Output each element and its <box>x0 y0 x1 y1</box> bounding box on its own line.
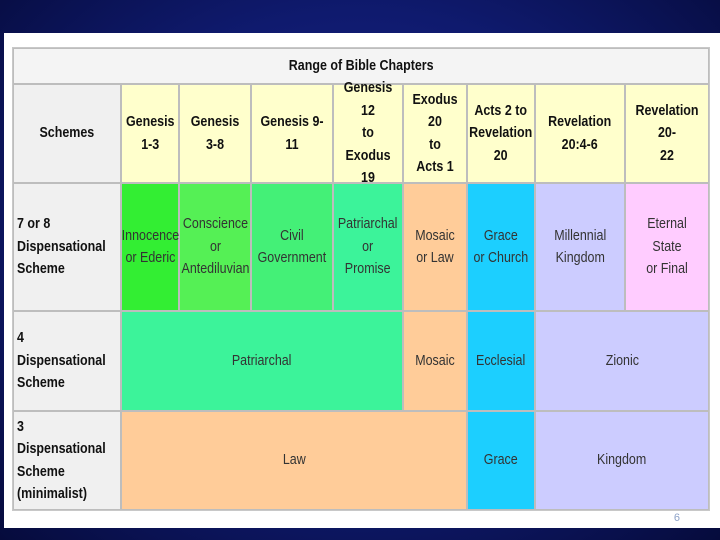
corner-header-text: Schemes <box>39 125 95 142</box>
slide: Range of Bible Chapters Schemes Genesis … <box>4 33 720 528</box>
corner-header: Schemes <box>13 84 121 183</box>
column-header: Exodus 20 to Acts 1 <box>403 84 467 183</box>
column-header: Revelation 20- 22 <box>625 84 709 183</box>
table-cell: Patriarchal or Promise <box>333 183 403 311</box>
table-cell: Innocence or Ederic <box>121 183 179 311</box>
table-cell: Ecclesial <box>467 311 535 411</box>
row-header: 7 or 8 Dispensational Scheme <box>13 183 121 311</box>
table-cell: Grace or Church <box>467 183 535 311</box>
table-cell: Civil Government <box>251 183 333 311</box>
table-cell: Grace <box>467 411 535 510</box>
table-cell: Kingdom <box>535 411 709 510</box>
column-header: Genesis 1-3 <box>121 84 179 183</box>
table-cell: Mosaic <box>403 311 467 411</box>
column-header: Genesis 12 to Exodus 19 <box>333 80 403 186</box>
table-cell: Law <box>121 411 467 510</box>
table-title: Range of Bible Chapters <box>13 48 709 84</box>
column-header: Genesis 3-8 <box>179 84 251 183</box>
row-header: 4 Dispensational Scheme <box>13 311 121 411</box>
slide-number: 6 <box>673 512 680 524</box>
column-header: Revelation 20:4-6 <box>535 84 625 183</box>
table-cell: Zionic <box>535 311 709 411</box>
table-title-text: Range of Bible Chapters <box>288 57 434 74</box>
table-cell: Eternal State or Final <box>625 183 709 311</box>
table-cell: Conscience or Antediluvian <box>179 183 251 311</box>
row-header: 3 Dispensational Scheme (minimalist) <box>13 411 121 510</box>
column-header: Acts 2 to Revelation 20 <box>467 84 535 183</box>
table-cell: Mosaic or Law <box>403 183 467 311</box>
dispensation-table: Range of Bible Chapters Schemes Genesis … <box>12 47 710 511</box>
table-cell: Millennial Kingdom <box>535 183 625 311</box>
table-cell: Patriarchal <box>121 311 403 411</box>
column-header: Genesis 9-11 <box>251 84 333 183</box>
